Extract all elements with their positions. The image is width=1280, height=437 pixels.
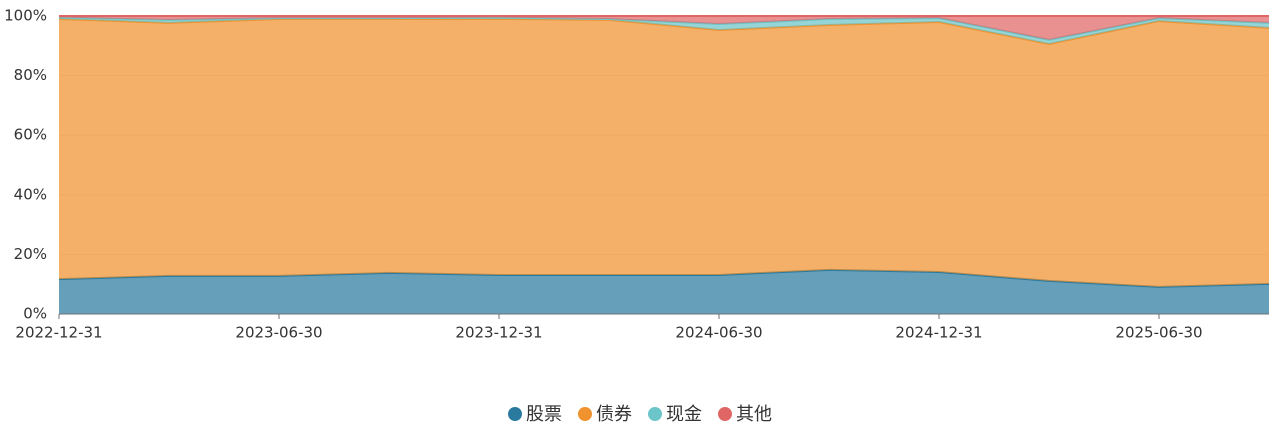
legend-label: 股票 [526, 404, 562, 425]
legend-marker [578, 407, 592, 421]
legend-label: 其他 [736, 404, 772, 425]
y-tick-label: 40% [14, 185, 47, 203]
area-fill [59, 18, 1269, 287]
x-tick-label: 2024-06-30 [675, 324, 762, 342]
area-line [58, 16, 1270, 41]
legend-label: 现金 [666, 404, 702, 425]
y-tick-label: 60% [14, 126, 47, 144]
y-tick-label: 100% [4, 7, 47, 25]
legend-marker [508, 407, 522, 421]
x-tick-label: 2023-06-30 [235, 324, 322, 342]
x-tick-label: 2024-12-31 [895, 324, 982, 342]
y-tick-label: 0% [23, 305, 47, 323]
x-tick-label: 2023-12-31 [455, 324, 542, 342]
legend-marker [718, 407, 732, 421]
x-tick-label: 2025-06-30 [1115, 324, 1202, 342]
x-tick-label: 2022-12-31 [15, 324, 102, 342]
y-tick-label: 80% [14, 66, 47, 84]
legend-marker [648, 407, 662, 421]
legend-label: 债券 [596, 404, 632, 425]
area-fill [59, 16, 1269, 40]
y-tick-label: 20% [14, 245, 47, 263]
legend: 股票 债券 现金 其他 [508, 404, 772, 425]
area-fill [59, 269, 1269, 314]
